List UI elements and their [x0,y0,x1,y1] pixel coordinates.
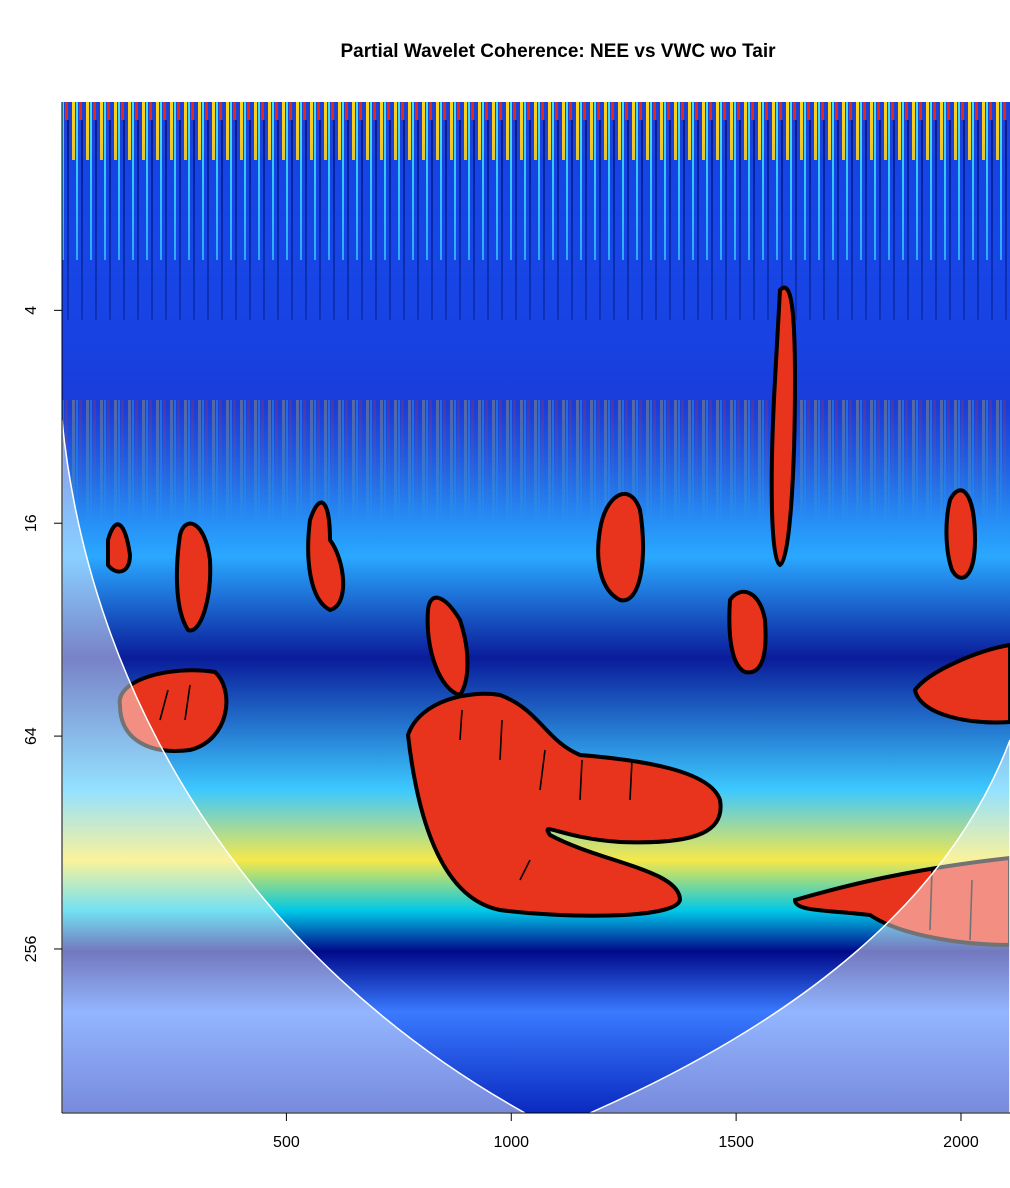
x-tick-label: 1000 [493,1134,529,1151]
y-tick-label: 64 [23,727,40,745]
chart-title: Partial Wavelet Coherence: NEE vs VWC wo… [340,41,776,62]
y-tick-label: 256 [23,936,40,963]
y-tick-label: 16 [23,514,40,532]
x-tick-label: 2000 [943,1134,979,1151]
chart: Partial Wavelet Coherence: NEE vs VWC wo… [0,0,1010,1188]
x-tick-label: 500 [273,1134,300,1151]
x-tick-label: 1500 [718,1134,754,1151]
y-tick-label: 4 [23,306,40,315]
